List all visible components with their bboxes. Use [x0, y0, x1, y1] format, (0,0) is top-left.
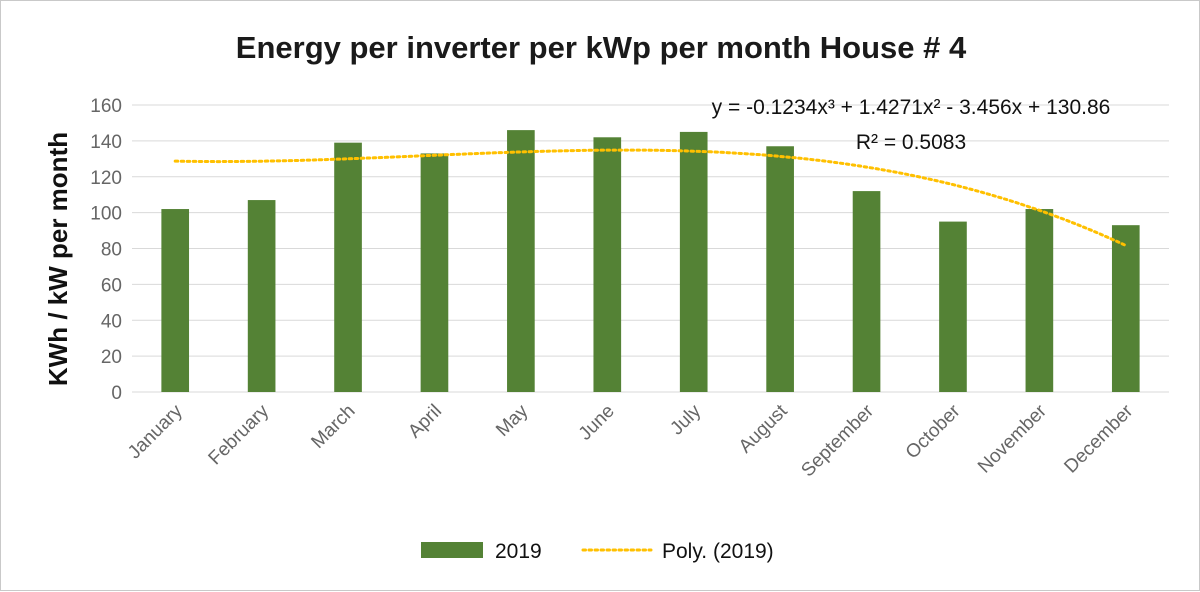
y-tick-label: 20	[101, 347, 122, 368]
trendline-equation: y = -0.1234x³ + 1.4271x² - 3.456x + 130.…	[712, 96, 1111, 119]
x-tick-label: September	[798, 400, 879, 481]
bar-december	[1111, 225, 1140, 392]
legend-swatch-2019	[421, 542, 483, 558]
legend-label-trendline: Poly. (2019)	[662, 540, 774, 563]
x-axis-ticks: January February March April May June July Augu…	[124, 400, 1138, 481]
bar-may	[507, 130, 535, 393]
y-tick-label: 100	[90, 204, 122, 225]
x-tick-label: June	[575, 401, 619, 445]
x-tick-label: December	[1060, 400, 1137, 477]
bar-march	[334, 142, 362, 392]
x-tick-label: November	[974, 400, 1051, 477]
bar-november	[1025, 209, 1054, 392]
x-tick-label: March	[307, 401, 359, 453]
chart-title: Energy per inverter per kWp per month Ho…	[236, 30, 967, 65]
x-tick-label: January	[124, 400, 187, 463]
bar-april	[420, 153, 449, 392]
y-axis-label: KWh / kW per month	[43, 132, 73, 386]
y-tick-label: 140	[90, 132, 122, 153]
gridlines	[132, 104, 1169, 393]
bar-february	[247, 200, 276, 392]
y-tick-label: 40	[101, 311, 122, 332]
bar-september	[852, 191, 881, 392]
bar-october	[939, 221, 967, 392]
x-tick-label: May	[492, 400, 533, 441]
legend: 2019 Poly. (2019)	[421, 540, 774, 563]
trendline	[173, 148, 1128, 247]
bar-june	[593, 137, 622, 392]
y-axis-ticks: 0 20 40 60 80 100 120 140 160	[90, 96, 122, 404]
bar-series	[161, 130, 1140, 393]
y-tick-label: 60	[101, 275, 122, 296]
bar-january	[161, 209, 190, 392]
x-tick-label: October	[902, 400, 965, 463]
y-tick-label: 160	[90, 96, 122, 117]
x-tick-label: August	[735, 400, 792, 457]
y-tick-label: 0	[111, 383, 122, 404]
x-tick-label: April	[404, 401, 446, 443]
trendline-r-squared: R² = 0.5083	[856, 131, 966, 154]
y-tick-label: 80	[101, 240, 122, 261]
legend-label-2019: 2019	[495, 540, 542, 563]
bar-august	[766, 146, 794, 392]
bar-july	[679, 131, 708, 392]
x-tick-label: July	[666, 400, 705, 439]
x-tick-label: February	[205, 400, 274, 469]
y-tick-label: 120	[90, 168, 122, 189]
